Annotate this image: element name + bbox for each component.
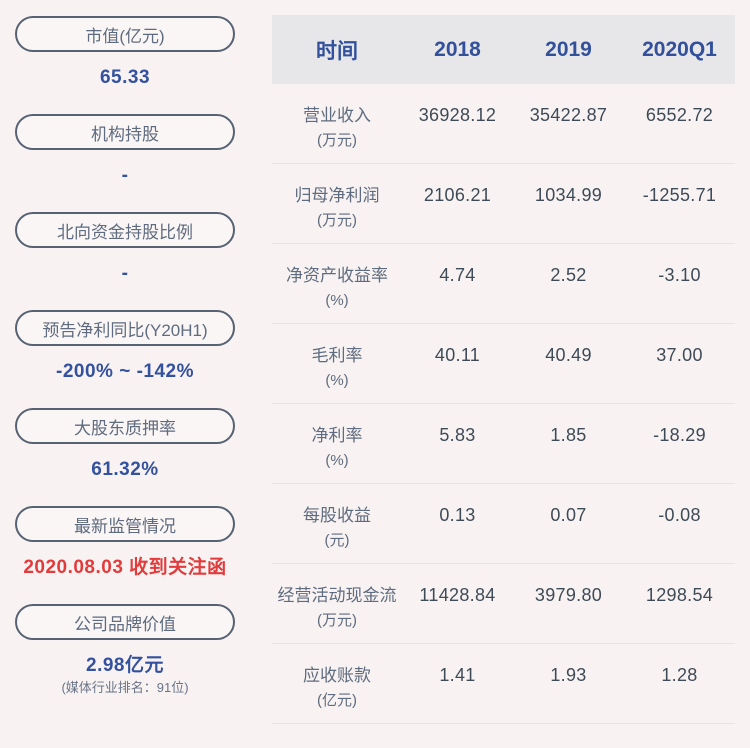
metric-name: 净利率	[311, 426, 363, 445]
metric-unit: (亿元)	[317, 692, 357, 709]
metric-unit: (万元)	[317, 212, 357, 229]
stat-value-market-cap: 65.33	[99, 67, 151, 88]
metric-name: 经营活动现金流	[277, 586, 397, 605]
metric-label: 归母净利润 (万元)	[272, 164, 402, 233]
metric-value-2019: 1.85	[550, 425, 587, 445]
metric-value-2020q1: -0.08	[658, 505, 701, 525]
metric-value-2018: 5.83	[439, 425, 476, 445]
metric-value-2019: 3979.80	[534, 585, 603, 605]
metric-value-2020q1: 6552.72	[645, 105, 714, 125]
stat-pill-latest-regulatory-status[interactable]: 最新监管情况	[15, 506, 235, 542]
metric-value-2019: 2.52	[550, 265, 587, 285]
metric-name: 营业收入	[303, 106, 371, 125]
metric-name: 归母净利润	[294, 186, 380, 205]
stat-pill-label: 市值(亿元)	[85, 26, 165, 46]
metric-unit: (万元)	[317, 612, 357, 629]
metric-label: 营业收入 (万元)	[272, 84, 402, 153]
metric-value-2020q1: 37.00	[656, 345, 703, 365]
metric-label: 净利率 (%)	[272, 404, 402, 473]
financial-table: 时间 2018 2019 2020Q1 营业收入 (万元) 36928.12 3…	[272, 15, 735, 724]
metric-label: 净资产收益率 (%)	[272, 244, 402, 313]
stat-pill-shareholder-pledge-ratio[interactable]: 大股东质押率	[15, 408, 235, 444]
stat-pill-market-cap[interactable]: 市值(亿元)	[15, 16, 235, 52]
metric-value-2020q1: 1298.54	[645, 585, 714, 605]
stat-pill-label: 公司品牌价值	[74, 614, 176, 634]
sidebar-stat-latest-regulatory-status: 最新监管情况 2020.08.03 收到关注函	[15, 506, 235, 604]
stat-value-company-brand-value: 2.98亿元	[86, 655, 164, 676]
metric-label: 毛利率 (%)	[272, 324, 402, 393]
sidebar-stat-northbound-holding-ratio: 北向资金持股比例 -	[15, 212, 235, 310]
sidebar-stat-shareholder-pledge-ratio: 大股东质押率 61.32%	[15, 408, 235, 506]
stat-value-shareholder-pledge-ratio: 61.32%	[91, 459, 159, 480]
metric-value-2018: 1.41	[439, 665, 476, 685]
metric-value-2020q1: -1255.71	[642, 185, 717, 205]
metric-value-2018: 0.13	[439, 505, 476, 525]
table-row-eps: 每股收益 (元) 0.13 0.07 -0.08	[272, 484, 735, 564]
stat-pill-label: 预告净利同比(Y20H1)	[42, 320, 208, 340]
metric-value-2020q1: -18.29	[653, 425, 706, 445]
stat-pill-company-brand-value[interactable]: 公司品牌价值	[15, 604, 235, 640]
metric-unit: (万元)	[317, 132, 357, 149]
stat-pill-institutional-holdings[interactable]: 机构持股	[15, 114, 235, 150]
stat-pill-label: 北向资金持股比例	[57, 222, 193, 242]
metric-unit: (%)	[325, 292, 349, 309]
sidebar-stat-market-cap: 市值(亿元) 65.33	[15, 16, 235, 114]
metric-name: 每股收益	[303, 506, 371, 525]
metric-value-2020q1: -3.10	[658, 265, 701, 285]
table-row-operating-cash-flow: 经营活动现金流 (万元) 11428.84 3979.80 1298.54	[272, 564, 735, 644]
table-header-2020q1: 2020Q1	[642, 37, 717, 61]
metric-unit: (元)	[324, 532, 350, 549]
metric-value-2019: 1034.99	[534, 185, 603, 205]
metric-unit: (%)	[325, 452, 349, 469]
table-row-net-profit: 归母净利润 (万元) 2106.21 1034.99 -1255.71	[272, 164, 735, 244]
metric-value-2019: 35422.87	[529, 105, 608, 125]
metric-value-2018: 11428.84	[419, 585, 496, 605]
stat-pill-label: 最新监管情况	[74, 516, 176, 536]
stat-value-institutional-holdings: -	[121, 165, 129, 186]
table-header-time: 时间	[316, 39, 358, 63]
metric-label: 应收账款 (亿元)	[272, 644, 402, 713]
table-row-net-margin: 净利率 (%) 5.83 1.85 -18.29	[272, 404, 735, 484]
sidebar-stat-institutional-holdings: 机构持股 -	[15, 114, 235, 212]
metric-unit: (%)	[325, 372, 349, 389]
stat-value-latest-regulatory-status: 2020.08.03 收到关注函	[23, 557, 227, 578]
metric-value-2018: 4.74	[439, 265, 476, 285]
metric-value-2018: 36928.12	[418, 105, 497, 125]
stats-sidebar: 市值(亿元) 65.33 机构持股 - 北向资金持股比例 - 预告净利同比(Y2…	[15, 16, 235, 697]
table-row-revenue: 营业收入 (万元) 36928.12 35422.87 6552.72	[272, 84, 735, 164]
metric-value-2019: 0.07	[550, 505, 587, 525]
metric-value-2018: 2106.21	[423, 185, 492, 205]
metric-label: 每股收益 (元)	[272, 484, 402, 553]
metric-label: 经营活动现金流 (万元)	[272, 564, 402, 633]
metric-name: 净资产收益率	[286, 266, 388, 285]
table-header-2019: 2019	[545, 37, 592, 61]
stat-pill-label: 大股东质押率	[74, 418, 176, 438]
stat-value-forecast-net-profit-yoy: -200% ~ -142%	[56, 361, 194, 382]
stat-pill-northbound-holding-ratio[interactable]: 北向资金持股比例	[15, 212, 235, 248]
table-row-roe: 净资产收益率 (%) 4.74 2.52 -3.10	[272, 244, 735, 324]
metric-value-2019: 40.49	[545, 345, 592, 365]
table-row-accounts-receivable: 应收账款 (亿元) 1.41 1.93 1.28	[272, 644, 735, 724]
table-header-row: 时间 2018 2019 2020Q1	[272, 15, 735, 84]
table-header-2018: 2018	[434, 37, 481, 61]
stat-subtitle-industry-rank: (媒体行业排名：91位)	[61, 680, 189, 695]
sidebar-stat-company-brand-value: 公司品牌价值 2.98亿元 (媒体行业排名：91位)	[15, 604, 235, 697]
stat-value-northbound-holding-ratio: -	[121, 263, 129, 284]
table-row-gross-margin: 毛利率 (%) 40.11 40.49 37.00	[272, 324, 735, 404]
stat-pill-label: 机构持股	[91, 124, 159, 144]
sidebar-stat-forecast-net-profit-yoy: 预告净利同比(Y20H1) -200% ~ -142%	[15, 310, 235, 408]
stat-pill-forecast-net-profit-yoy[interactable]: 预告净利同比(Y20H1)	[15, 310, 235, 346]
metric-value-2020q1: 1.28	[661, 665, 698, 685]
metric-value-2019: 1.93	[550, 665, 587, 685]
metric-value-2018: 40.11	[434, 345, 481, 365]
metric-name: 应收账款	[303, 666, 371, 685]
metric-name: 毛利率	[311, 346, 363, 365]
